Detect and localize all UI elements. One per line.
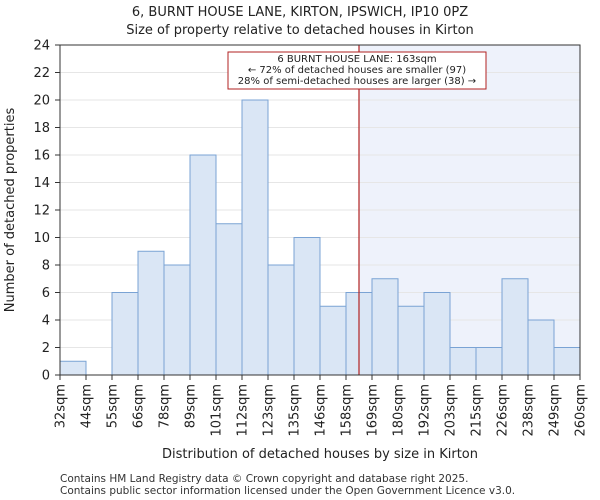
y-tick-label: 18	[33, 121, 50, 136]
chart-subtitle: Size of property relative to detached ho…	[126, 23, 474, 38]
x-tick-label: 215sqm	[470, 384, 485, 437]
bar-32sqm	[59, 360, 87, 376]
x-tick-label: 44sqm	[80, 384, 95, 428]
annotation-box	[227, 51, 487, 90]
x-tick-label: 169sqm	[366, 384, 381, 437]
y-tick-label: 22	[33, 66, 50, 81]
bar-215sqm	[475, 347, 503, 376]
bar-238sqm	[527, 319, 555, 376]
annotation-line-3: 28% of semi-detached houses are larger (…	[238, 76, 476, 87]
bar-203sqm	[449, 347, 477, 376]
bar-78sqm	[163, 264, 191, 376]
bar-123sqm	[267, 264, 295, 376]
bars	[59, 99, 581, 376]
x-tick-label: 89sqm	[184, 384, 199, 428]
x-tick-label: 66sqm	[132, 384, 147, 428]
x-tick-label: 238sqm	[522, 384, 537, 437]
y-tick-label: 16	[33, 149, 50, 164]
chart-title: 6, BURNT HOUSE LANE, KIRTON, IPSWICH, IP…	[132, 5, 468, 20]
annotation-line-1: 6 BURNT HOUSE LANE: 163sqm	[277, 54, 436, 65]
bar-169sqm	[371, 278, 399, 376]
bar-89sqm	[189, 154, 217, 376]
bar-55sqm	[111, 292, 139, 376]
x-tick-label: 226sqm	[496, 384, 511, 437]
x-tick-label: 203sqm	[444, 384, 459, 437]
footer-line-2: Contains public sector information licen…	[60, 485, 515, 497]
x-axis: 32sqm 44sqm 55sqm 66sqm 78sqm 89sqm 101sqm 112s…	[54, 375, 589, 437]
x-tick-label: 101sqm	[210, 384, 225, 437]
y-tick-label: 6	[42, 286, 50, 301]
bar-135sqm	[293, 237, 321, 376]
x-tick-label: 192sqm	[418, 384, 433, 437]
annotation-line-2: ← 72% of detached houses are smaller (97…	[248, 65, 466, 76]
bar-192sqm	[423, 292, 451, 376]
bar-249sqm	[553, 347, 581, 376]
bar-112sqm	[241, 99, 269, 376]
bar-226sqm	[501, 278, 529, 376]
x-tick-label: 146sqm	[314, 384, 329, 437]
x-tick-label: 112sqm	[236, 384, 251, 437]
x-tick-label: 123sqm	[262, 384, 277, 437]
y-tick-label: 4	[42, 314, 50, 329]
x-axis-label: Distribution of detached houses by size …	[162, 447, 478, 462]
y-tick-label: 12	[33, 204, 50, 219]
x-tick-label: 260sqm	[574, 384, 589, 437]
y-tick-label: 10	[33, 231, 50, 246]
x-tick-label: 135sqm	[288, 384, 303, 437]
y-tick-label: 2	[42, 341, 50, 356]
y-axis-label: Number of detached properties	[3, 108, 18, 313]
x-tick-label: 180sqm	[392, 384, 407, 437]
x-tick-label: 249sqm	[548, 384, 563, 437]
y-tick-label: 0	[42, 369, 50, 384]
x-tick-label: 32sqm	[54, 384, 69, 428]
bar-66sqm	[137, 250, 165, 376]
footer-line-1: Contains HM Land Registry data © Crown c…	[60, 473, 468, 485]
y-tick-label: 20	[33, 94, 50, 109]
marker-annotation: 6 BURNT HOUSE LANE: 163sqm ← 72% of deta…	[227, 51, 487, 90]
bar-180sqm	[397, 305, 425, 376]
y-tick-label: 24	[33, 39, 50, 54]
x-tick-label: 78sqm	[158, 384, 173, 428]
bar-101sqm	[215, 223, 243, 376]
x-tick-label: 158sqm	[340, 384, 355, 437]
bar-146sqm	[319, 305, 347, 376]
x-tick-label: 55sqm	[106, 384, 121, 428]
y-tick-label: 8	[42, 259, 50, 274]
y-tick-label: 14	[33, 176, 50, 191]
